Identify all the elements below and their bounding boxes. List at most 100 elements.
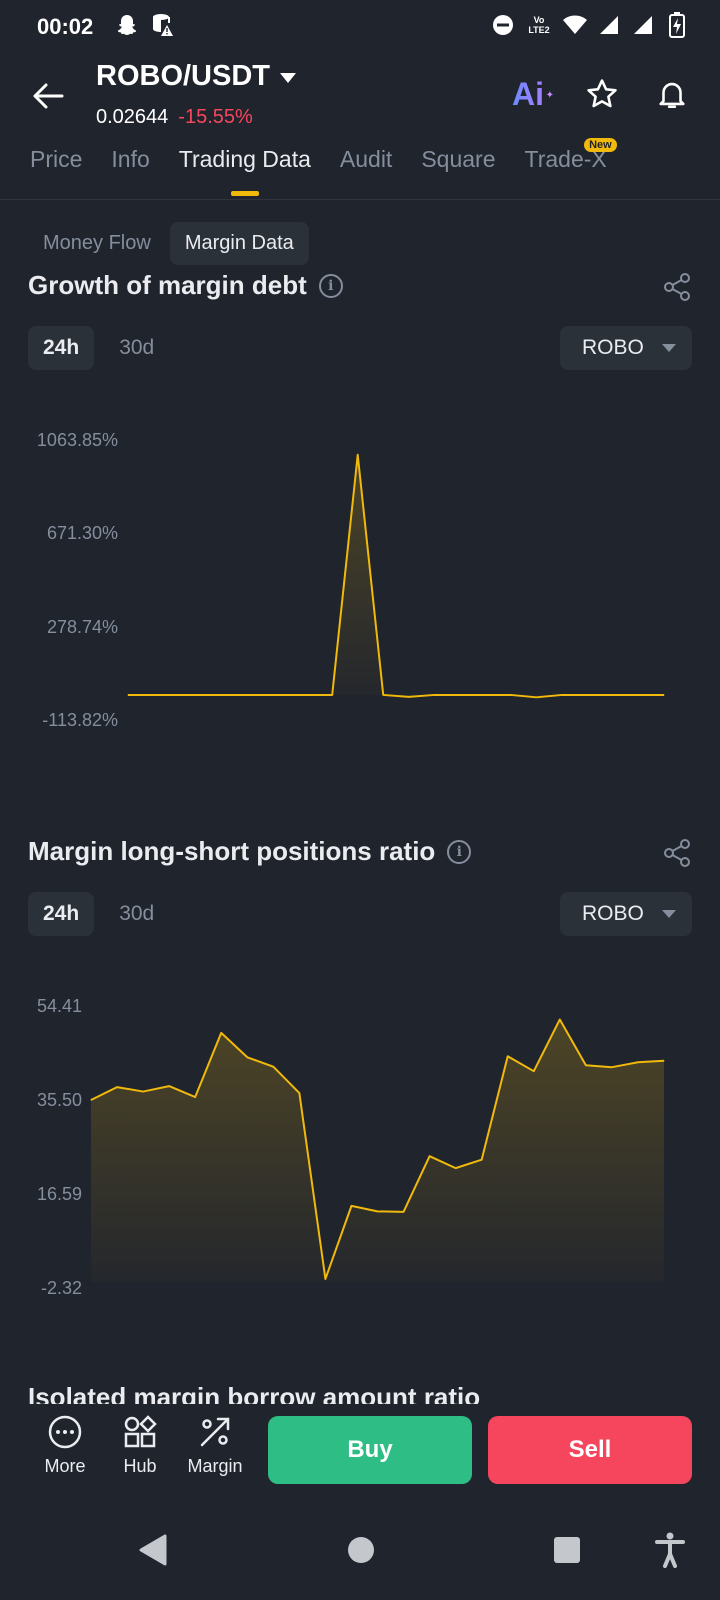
ai-label: Ai — [512, 76, 544, 112]
data-point — [90, 1099, 92, 1101]
signal-icon — [596, 12, 622, 38]
system-nav-bar — [0, 1500, 720, 1600]
data-point — [220, 1032, 222, 1034]
data-point — [306, 694, 308, 696]
pair-selector[interactable]: ROBO/USDT — [96, 60, 296, 93]
margin-label: Margin — [187, 1456, 243, 1476]
asset-select-2[interactable]: ROBO — [560, 892, 692, 936]
data-point — [586, 694, 588, 696]
section-title-isolated-borrow: Isolated margin borrow amount ratio — [28, 1382, 548, 1408]
data-point — [429, 1155, 431, 1157]
sparkle-icon: ✦ — [545, 90, 554, 101]
long-short-ratio-chart — [90, 1018, 665, 1282]
range-30d[interactable]: 30d — [119, 902, 155, 925]
data-point — [350, 1205, 352, 1207]
sell-button[interactable]: Sell — [488, 1416, 692, 1484]
data-point — [246, 1056, 248, 1058]
back-button[interactable] — [28, 76, 68, 116]
status-bar: 00:02 Vo LTE2 — [0, 0, 720, 52]
tab-audit[interactable]: Audit — [339, 146, 393, 172]
data-point — [204, 694, 206, 696]
y-tick-label: 671.30% — [46, 523, 118, 544]
section-title-long-short: Margin long-short positions ratio i — [28, 836, 472, 867]
section-title-text: Growth of margin debt — [28, 270, 307, 300]
asset-select-1[interactable]: ROBO — [560, 326, 692, 370]
data-point — [459, 694, 461, 696]
range-tabs-1: 24h 30d — [28, 326, 169, 370]
section-title-margin-debt: Growth of margin debt i — [28, 270, 343, 301]
range-30d[interactable]: 30d — [119, 336, 155, 359]
nav-recents-button[interactable] — [547, 1530, 587, 1570]
tab-trade-x[interactable]: Trade-X New — [525, 138, 617, 190]
data-point — [611, 1066, 613, 1068]
more-button[interactable]: More — [33, 1412, 97, 1477]
margin-debt-chart — [127, 453, 665, 699]
data-point — [280, 694, 282, 696]
tab-price[interactable]: Price — [30, 146, 83, 172]
section-title-text: Margin long-short positions ratio — [28, 836, 436, 866]
hub-button[interactable]: Hub — [108, 1412, 172, 1477]
data-point — [510, 694, 512, 696]
series-area — [128, 454, 664, 698]
data-point — [142, 1091, 144, 1093]
bell-icon — [659, 82, 685, 109]
data-point — [637, 1061, 639, 1063]
tab-info[interactable]: Info — [111, 146, 150, 172]
range-24h[interactable]: 24h — [28, 326, 95, 370]
do-not-disturb-icon — [490, 12, 516, 38]
tab-square[interactable]: Square — [421, 146, 496, 172]
data-point — [663, 1060, 665, 1062]
subtab-margin-data[interactable]: Margin Data — [169, 222, 309, 265]
data-point — [481, 1159, 483, 1161]
more-label: More — [44, 1456, 86, 1476]
data-point — [585, 1064, 587, 1066]
buy-button[interactable]: Buy — [268, 1416, 472, 1484]
accessibility-button[interactable] — [650, 1530, 690, 1570]
subtab-money-flow[interactable]: Money Flow — [43, 232, 151, 254]
data-point — [127, 694, 129, 696]
data-point — [484, 694, 486, 696]
star-icon — [587, 79, 617, 108]
arrow-left-icon — [33, 83, 64, 109]
share-icon[interactable] — [662, 838, 692, 868]
hub-icon — [124, 1415, 157, 1448]
ai-button[interactable]: Ai ✦ — [512, 72, 554, 116]
pair-name: ROBO/USDT — [96, 60, 270, 92]
data-point — [178, 694, 180, 696]
more-dots-icon — [48, 1415, 82, 1449]
data-point — [116, 1086, 118, 1088]
y-tick-label: 16.59 — [36, 1184, 82, 1204]
sub-tabs: Money Flow Margin Data — [28, 222, 309, 265]
y-tick-label: -113.82% — [42, 710, 118, 730]
data-point — [168, 1085, 170, 1087]
data-point — [637, 694, 639, 696]
favorite-star-button[interactable] — [582, 72, 622, 116]
data-point — [455, 1167, 457, 1169]
share-icon[interactable] — [662, 272, 692, 302]
data-point — [533, 1070, 535, 1072]
range-24h[interactable]: 24h — [28, 892, 95, 936]
triangle-back-icon — [139, 1534, 167, 1566]
tab-trading-data[interactable]: Trading Data — [179, 146, 311, 190]
data-point — [559, 1018, 561, 1020]
data-point — [377, 1210, 378, 1212]
caret-down-icon — [280, 72, 296, 83]
y-tick-label: 54.41 — [36, 996, 82, 1016]
main-tabs: Price Info Trading Data Audit Square Tra… — [30, 138, 617, 190]
alert-bell-button[interactable] — [652, 72, 692, 116]
nav-home-button[interactable] — [341, 1530, 381, 1570]
info-icon[interactable]: i — [318, 273, 343, 298]
nav-back-button[interactable] — [132, 1530, 172, 1570]
price-row: 0.02644 -15.55% — [96, 106, 253, 129]
price-change: -15.55% — [178, 106, 253, 128]
asset-select-value: ROBO — [582, 336, 644, 359]
data-point — [229, 694, 231, 696]
series-area — [91, 1019, 664, 1282]
margin-button[interactable]: Margin — [183, 1412, 247, 1477]
y-tick-label: -2.32 — [40, 1278, 82, 1298]
data-point — [612, 694, 614, 696]
data-point — [408, 696, 410, 698]
info-icon[interactable]: i — [447, 839, 472, 864]
hub-label: Hub — [123, 1456, 157, 1476]
range-tabs-2: 24h 30d — [28, 892, 169, 936]
